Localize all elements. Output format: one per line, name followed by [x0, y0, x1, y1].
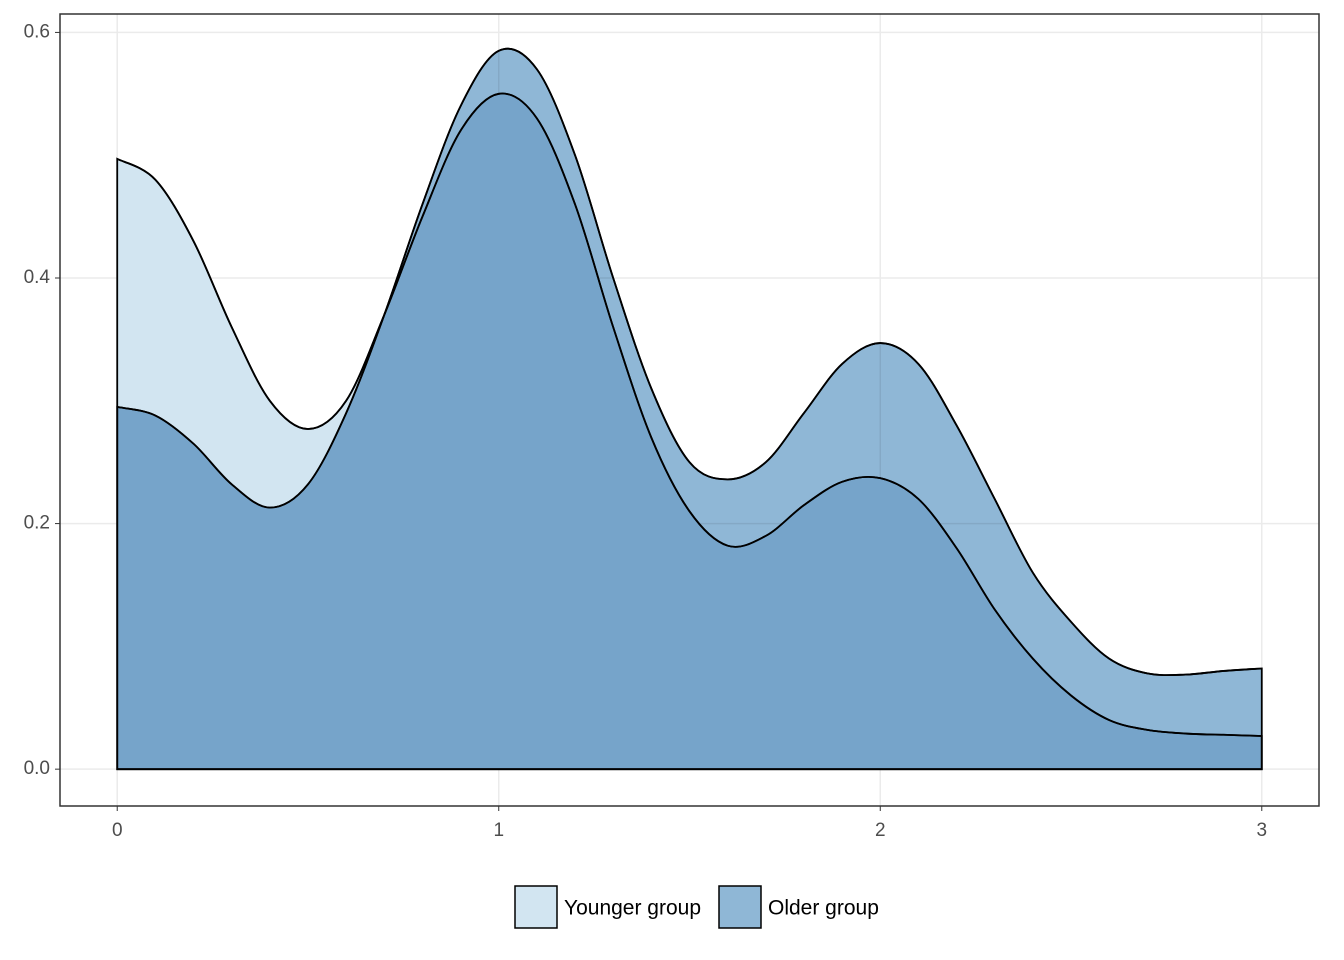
legend-label: Younger group — [564, 897, 701, 920]
plot-area — [116, 47, 1263, 771]
density-fill — [116, 47, 1263, 771]
legend-label: Older group — [768, 897, 879, 920]
panel-border — [59, 13, 1320, 807]
y-tick-label: 0.4 — [24, 267, 51, 288]
x-tick-label: 1 — [493, 820, 504, 841]
density-line — [116, 92, 1262, 737]
x-tick-label: 2 — [875, 820, 886, 841]
x-tick-label: 0 — [112, 820, 123, 841]
y-tick-label: 0.2 — [24, 513, 50, 534]
density-line — [117, 47, 1262, 677]
y-tick-label: 0.6 — [24, 21, 50, 42]
legend-key — [718, 885, 762, 929]
legend-key — [514, 885, 558, 929]
x-tick-label: 3 — [1256, 820, 1267, 841]
y-tick-label: 0.0 — [24, 758, 50, 779]
